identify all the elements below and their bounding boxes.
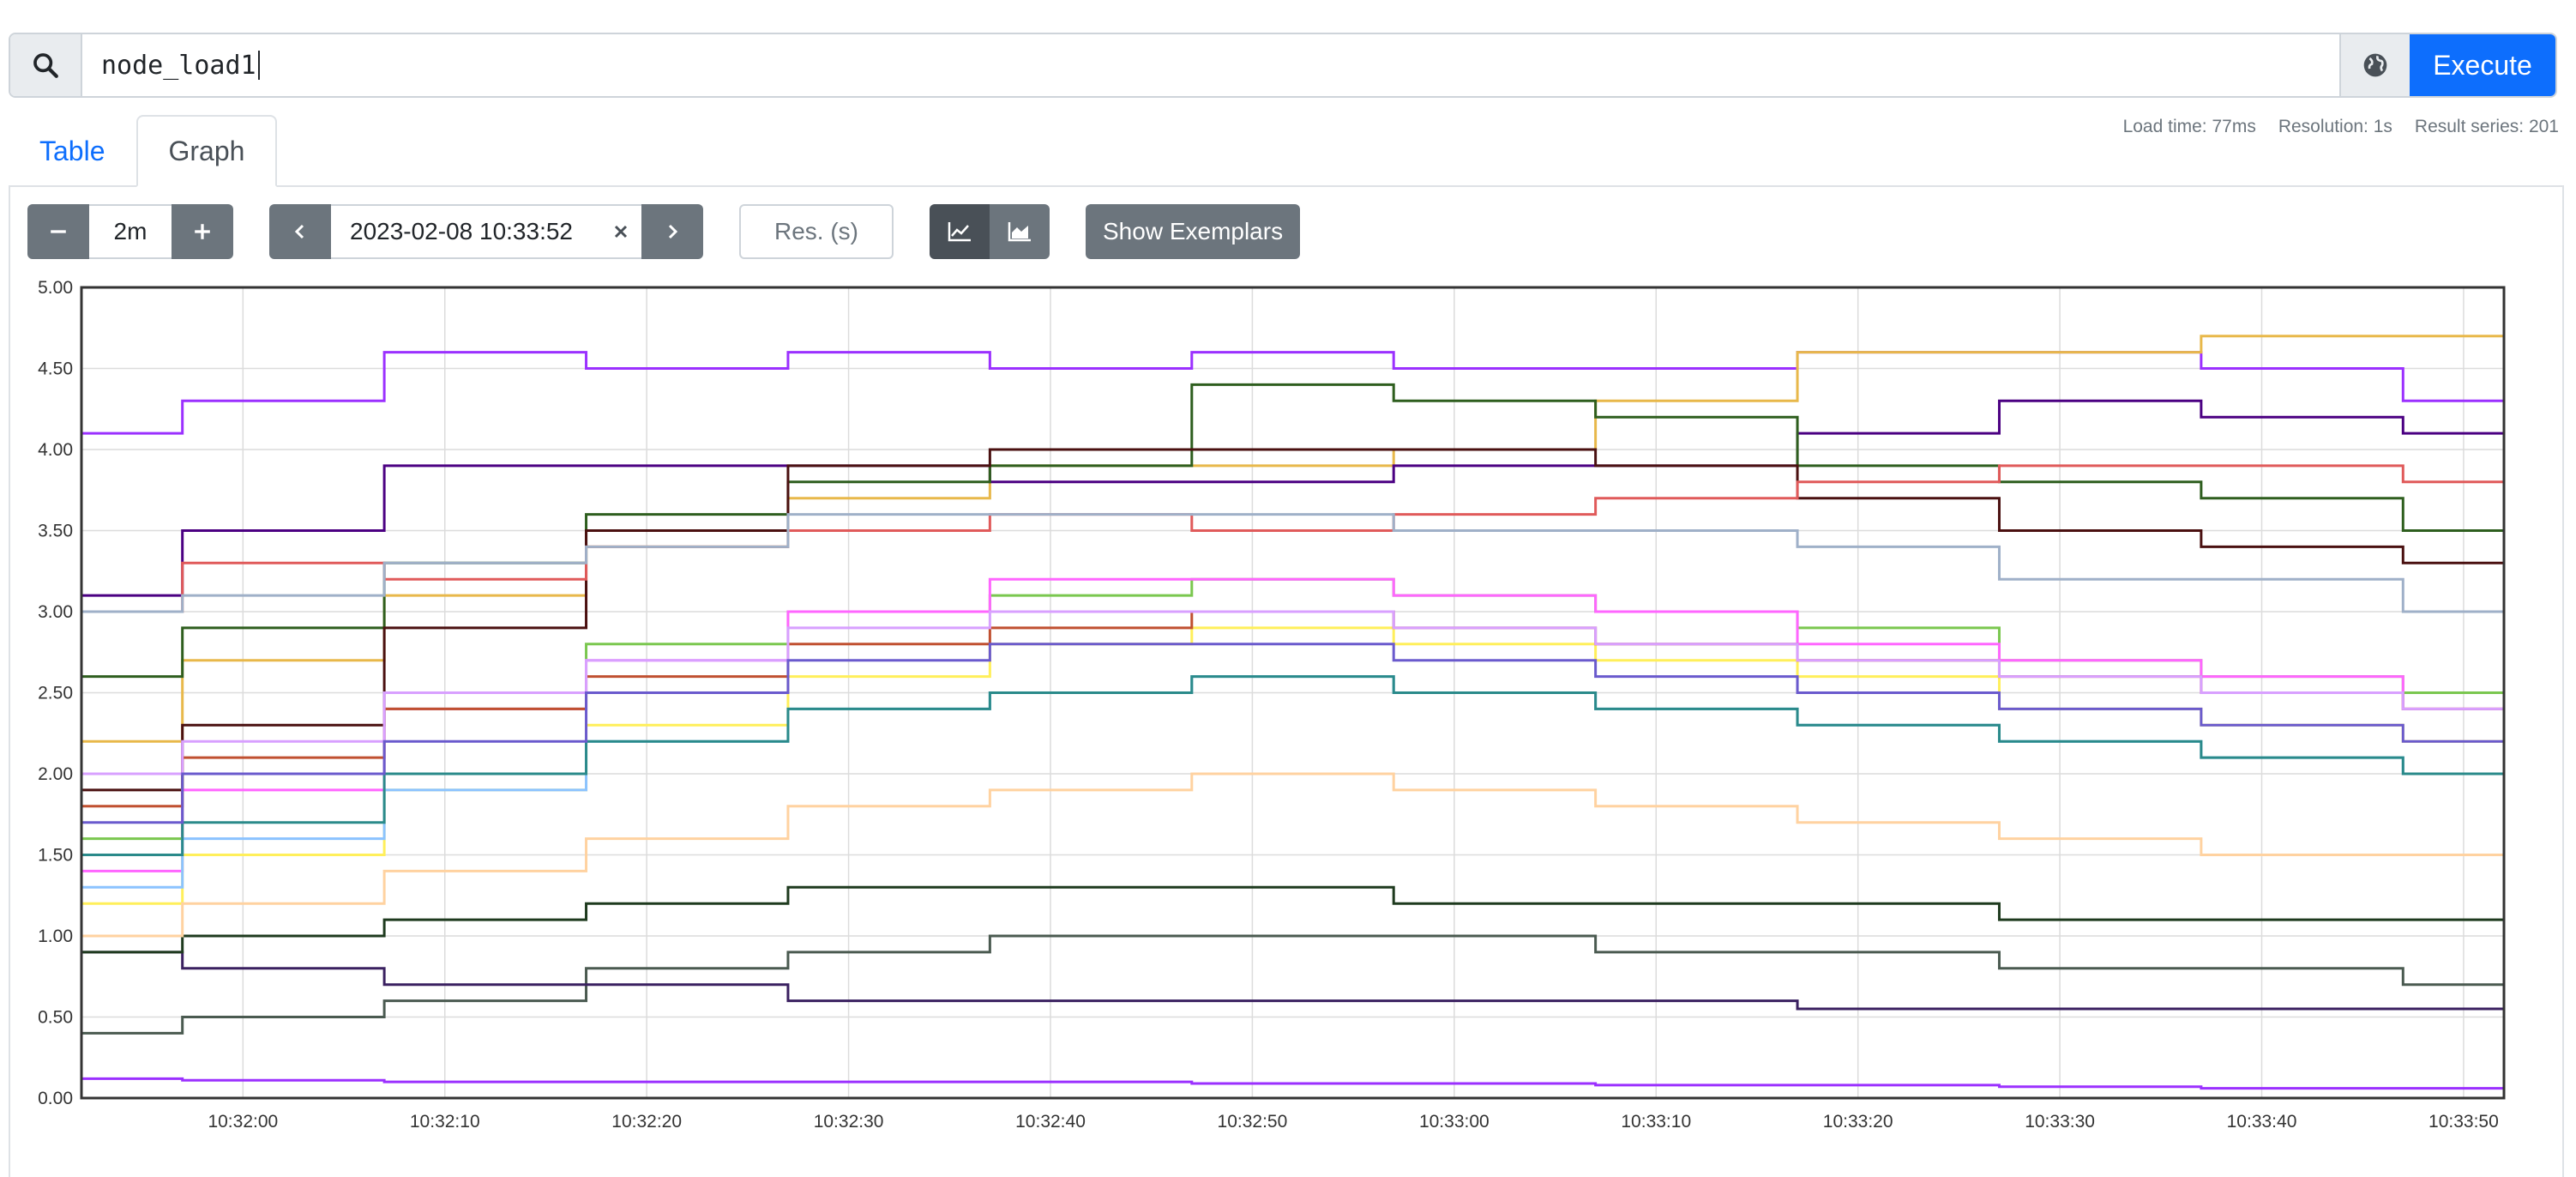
range-input[interactable]: 2m [89,204,172,259]
x-tick-label: 10:33:30 [2025,1112,2095,1132]
globe-icon [2363,53,2387,77]
plot-frame [80,286,2506,1100]
query-stats: Load time: 77ms Resolution: 1s Result se… [2123,117,2559,137]
x-tick-label: 10:32:20 [611,1112,682,1132]
resolution-input[interactable]: Res. (s) [739,204,894,259]
series-line[interactable] [81,772,2504,938]
x-tick-label: 10:33:00 [1419,1112,1490,1132]
range-group: 2m [27,204,233,259]
chevron-left-icon [294,224,304,239]
series-line[interactable] [81,643,2504,824]
series-line[interactable] [81,513,2504,613]
plus-icon [195,224,210,239]
load-time: Load time: 77ms [2122,117,2256,136]
x-tick-label: 10:32:40 [1015,1112,1086,1132]
query-text: node_load1 [101,50,256,81]
y-tick-label: 1.50 [38,846,73,866]
y-tick-label: 1.00 [38,927,73,946]
clear-end-time-icon[interactable] [612,206,629,257]
metrics-explorer-button[interactable] [2339,34,2410,96]
y-axis: 0.00 0.50 1.00 1.50 2.00 2.50 3.00 3.50 4.00 4.50… [38,278,73,1108]
show-exemplars-button[interactable]: Show Exemplars [1086,204,1301,259]
text-caret [257,51,260,80]
end-time-group: 2023-02-08 10:33:52 [269,204,703,259]
x-tick-label: 10:33:40 [2227,1112,2297,1132]
x-tick-label: 10:33:10 [1621,1112,1691,1132]
previous-time-button[interactable] [269,204,331,259]
query-input[interactable]: node_load1 [82,34,2339,96]
end-time-value: 2023-02-08 10:33:52 [350,218,573,244]
graph-controls: 2m 2023-02-08 10:33:52 Res. (s) Show Exe… [27,204,1301,259]
stacked-chart-button[interactable] [990,204,1050,259]
series-line[interactable] [81,448,2504,792]
x-tick-label: 10:32:00 [208,1112,278,1132]
query-bar: node_load1 Execute [9,33,2557,98]
execute-button[interactable]: Execute [2410,34,2555,96]
tab-divider [9,185,2564,187]
tab-graph[interactable]: Graph [135,115,278,187]
minus-icon [51,230,66,233]
x-axis: 10:32:00 10:32:10 10:32:20 10:32:30 10:32:40… [208,1112,2498,1132]
chart-type-toggle [930,204,1050,259]
y-tick-label: 4.50 [38,359,73,379]
y-tick-label: 0.50 [38,1008,73,1028]
y-tick-label: 3.00 [38,602,73,622]
series-line[interactable] [81,934,2504,1035]
x-tick-label: 10:32:30 [814,1112,884,1132]
unstacked-chart-button[interactable] [930,204,990,259]
y-tick-label: 0.00 [38,1089,73,1108]
series-line[interactable] [81,885,2504,954]
resolution: Resolution: 1s [2278,117,2392,136]
x-tick-label: 10:33:20 [1823,1112,1893,1132]
graph-panel [9,185,2564,1177]
search-icon [10,34,82,96]
y-tick-label: 5.00 [38,278,73,298]
result-series: Result series: 201 [2414,117,2559,136]
series-line[interactable] [81,1077,2504,1090]
tab-table[interactable]: Table [39,135,105,166]
y-tick-label: 2.50 [38,684,73,703]
tab-bar: Table Graph [9,115,278,187]
line-chart-icon [948,222,971,242]
series-line[interactable] [81,951,2504,1011]
x-tick-label: 10:32:10 [410,1112,480,1132]
x-tick-label: 10:32:50 [1218,1112,1288,1132]
series-line[interactable] [81,335,2504,743]
area-chart-icon [1008,222,1031,242]
series-line[interactable] [81,675,2504,856]
series-line[interactable] [81,399,2504,597]
series-line[interactable] [81,610,2504,776]
y-tick-label: 4.00 [38,440,73,460]
chart-series [81,335,2504,1090]
next-time-button[interactable] [641,204,703,259]
chevron-right-icon [668,224,678,239]
increase-range-button[interactable] [172,204,233,259]
series-line[interactable] [81,464,2504,613]
x-tick-label: 10:33:50 [2429,1112,2499,1132]
y-tick-label: 3.50 [38,522,73,541]
decrease-range-button[interactable] [27,204,89,259]
y-tick-label: 2.00 [38,764,73,784]
end-time-input[interactable]: 2023-02-08 10:33:52 [331,204,641,259]
